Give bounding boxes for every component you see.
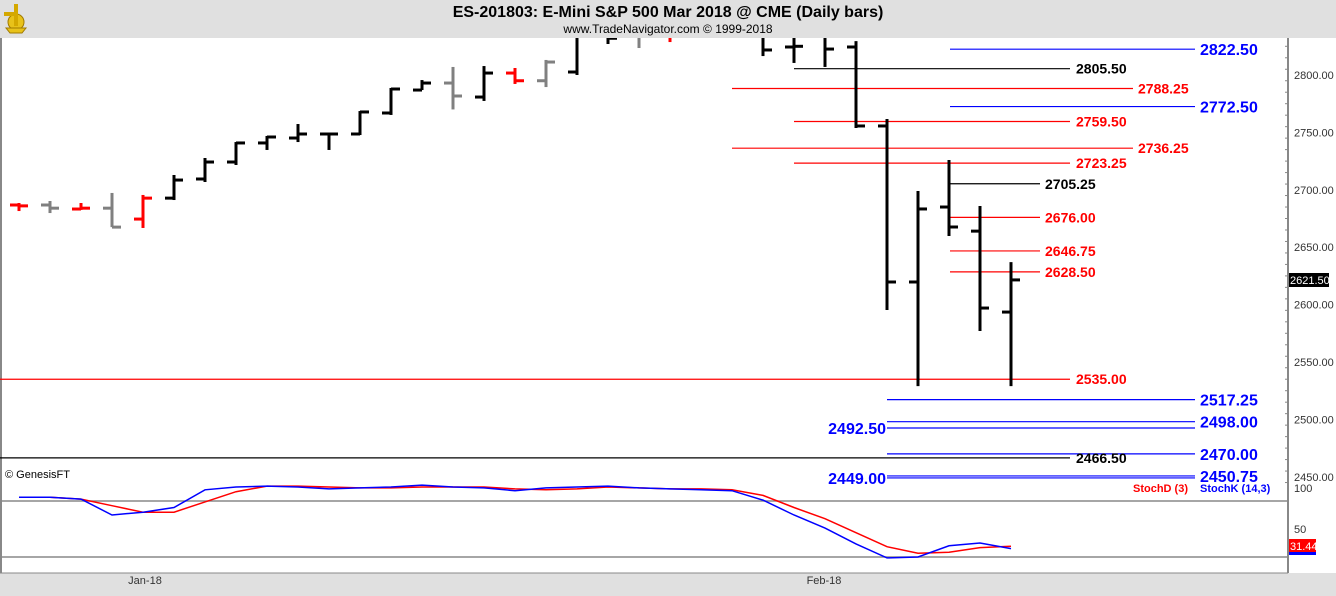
ohlc-bar: [785, 38, 803, 63]
y-tick-label: 2650.00: [1294, 242, 1334, 254]
logo-icon: [4, 4, 28, 34]
level-label: 2646.75: [1045, 243, 1096, 259]
level-label: 2517.25: [1200, 393, 1258, 410]
ohlc-bar: [940, 159, 958, 236]
level-label: 2470.00: [1200, 447, 1258, 464]
level-label: 2535.00: [1076, 371, 1127, 387]
level-label: 2772.50: [1200, 100, 1258, 117]
stochastic-panel: [19, 484, 1012, 559]
y-tick-label: 2550.00: [1294, 357, 1334, 369]
level-label: 2736.25: [1138, 140, 1189, 156]
ohlc-bar: [413, 80, 431, 92]
level-label: 2822.50: [1200, 42, 1258, 59]
stochd-legend: StochD (3): [1133, 483, 1188, 495]
y-tick-label: 2450.00: [1294, 472, 1334, 484]
ohlc-bar: [568, 38, 579, 75]
ohlc-bar: [878, 118, 896, 310]
level-label: 2676.00: [1045, 209, 1096, 225]
stochk-line: [19, 484, 1012, 559]
ohlc-bar: [351, 110, 369, 136]
level-label: 2628.50: [1045, 264, 1096, 280]
stoch-tick-50: 50: [1294, 524, 1306, 536]
level-label: 2759.50: [1076, 113, 1127, 129]
price-levels: 2822.50 2805.50 2788.25 2772.50 2759.50 2736.…: [0, 42, 1258, 488]
ohlc-bar: [196, 158, 214, 182]
y-tick-label: 2700.00: [1294, 185, 1334, 197]
level-label: 2466.50: [1076, 450, 1127, 466]
ohlc-bar: [10, 203, 28, 212]
level-label: 2498.00: [1200, 415, 1258, 432]
ohlc-bar: [72, 203, 90, 211]
genesis-copyright: © GenesisFT: [5, 469, 70, 481]
last-price-box: [1289, 273, 1329, 287]
stoch-last-label: 31.44: [1290, 541, 1318, 553]
stoch-last-box: [1289, 539, 1316, 552]
chart-title: ES-201803: E-Mini S&P 500 Mar 2018 @ CME…: [453, 4, 884, 21]
ohlc-bar: [258, 135, 276, 150]
plot-area: [0, 38, 1336, 573]
ohlc-bar: [637, 38, 641, 49]
level-label: 2805.50: [1076, 61, 1127, 77]
ohlc-bar: [847, 41, 865, 129]
y-tick-label: 2750.00: [1294, 127, 1334, 139]
ohlc-bar: [668, 38, 672, 43]
ohlc-bar: [537, 59, 555, 88]
ohlc-bar: [227, 141, 245, 166]
level-label: 2492.50: [828, 421, 886, 438]
last-price-label: 2621.50: [1290, 275, 1330, 287]
stochk-legend: StochK (14,3): [1200, 483, 1271, 495]
ohlc-bar: [606, 38, 617, 45]
ohlc-bar: [320, 132, 338, 150]
y-tick-label: 2600.00: [1294, 300, 1334, 312]
ohlc-bar: [382, 87, 400, 115]
stoch-reference-lines: [0, 500, 1288, 558]
level-label: 2449.00: [828, 471, 886, 488]
price-bars: [10, 38, 1020, 387]
x-tick-jan-18: Jan-18: [128, 575, 162, 587]
level-label: 2705.25: [1045, 176, 1096, 192]
ohlc-bar: [475, 66, 493, 101]
ohlc-bar: [823, 38, 834, 67]
x-tick-feb-18: Feb-18: [807, 575, 842, 587]
ohlc-bar: [444, 66, 462, 110]
ohlc-bar: [103, 192, 121, 229]
y-tick-label: 2800.00: [1294, 70, 1334, 82]
ohlc-bar: [134, 194, 152, 228]
ohlc-bar: [289, 124, 307, 143]
stochd-line: [19, 485, 1012, 554]
ohlc-bar: [1002, 262, 1020, 387]
ohlc-bar: [41, 200, 59, 214]
ohlc-bar: [971, 205, 989, 332]
price-axis: 2800.00 2750.00 2700.00 2650.00 2600.00 2550.…: [1285, 45, 1334, 484]
y-tick-label: 2500.00: [1294, 414, 1334, 426]
level-label: 2450.75: [1200, 469, 1258, 486]
stoch-last-box-k: [1289, 552, 1316, 555]
stoch-tick-100: 100: [1294, 483, 1312, 495]
ohlc-bar: [761, 38, 772, 57]
level-label: 2723.25: [1076, 155, 1127, 171]
level-label: 2788.25: [1138, 80, 1189, 96]
ohlc-bar: [909, 190, 927, 387]
chart-subtitle: www.TradeNavigator.com © 1999-2018: [562, 22, 772, 36]
ohlc-bar: [165, 174, 183, 201]
ohlc-bar: [506, 67, 524, 84]
